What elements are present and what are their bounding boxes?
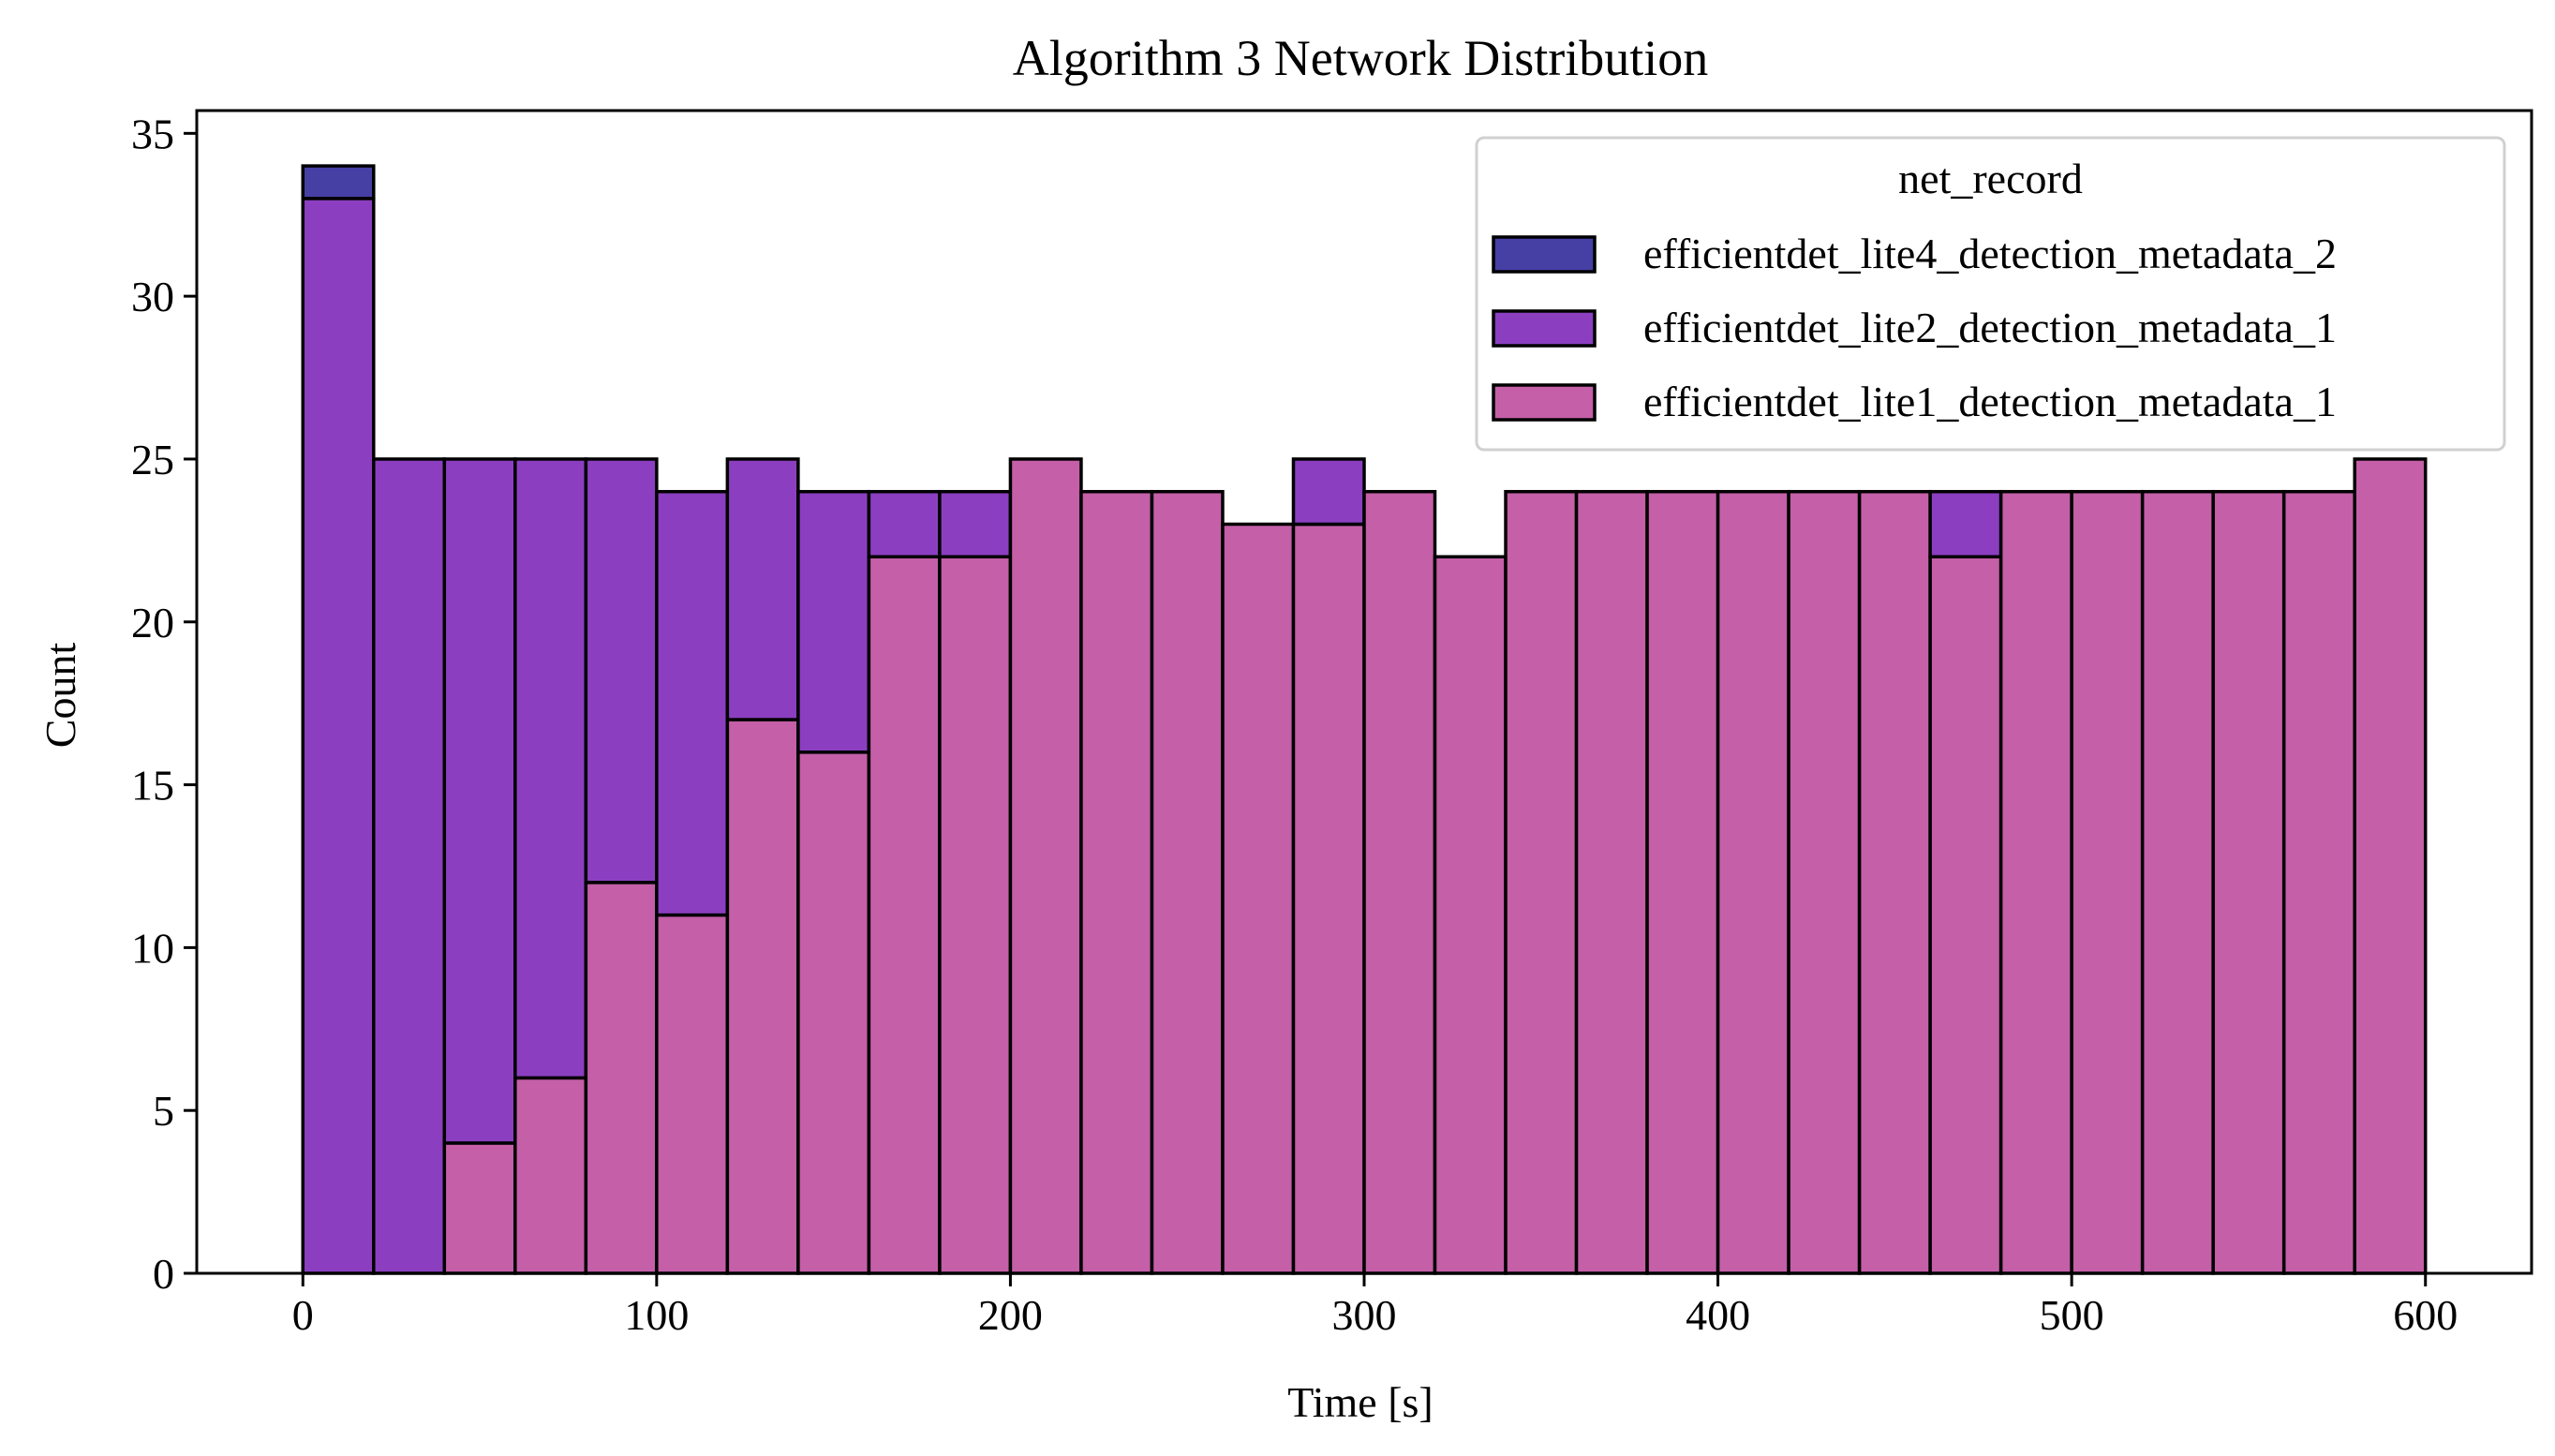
histogram-bar <box>796 489 871 754</box>
histogram-bar <box>1008 457 1083 1275</box>
legend-title: net_record <box>1898 155 2083 202</box>
histogram-bar <box>301 197 376 1275</box>
legend-label: efficientdet_lite4_detection_metadata_2 <box>1643 230 2337 277</box>
histogram-bar <box>2140 489 2215 1275</box>
y-tick-label: 30 <box>131 273 174 320</box>
histogram-bar <box>442 457 517 1145</box>
x-tick-label: 200 <box>978 1291 1043 1339</box>
histogram-bar <box>1857 489 1932 1275</box>
histogram-bar <box>1716 489 1790 1275</box>
chart-title: Algorithm 3 Network Distribution <box>1013 30 1708 86</box>
histogram-bar <box>1433 555 1508 1275</box>
histogram-bar <box>1291 522 1366 1275</box>
y-axis-label: Count <box>37 643 84 749</box>
histogram-bar <box>1928 555 2003 1275</box>
histogram-bar <box>442 1141 517 1275</box>
x-tick-label: 0 <box>292 1291 314 1339</box>
bars-layer <box>301 164 2428 1275</box>
histogram-bar <box>1928 489 2003 558</box>
x-tick-label: 600 <box>2393 1291 2458 1339</box>
x-tick-label: 400 <box>1686 1291 1750 1339</box>
histogram-bar <box>584 881 659 1275</box>
histogram-bar <box>1150 489 1225 1275</box>
x-axis-label: Time [s] <box>1287 1378 1433 1426</box>
y-tick-label: 25 <box>131 436 174 483</box>
histogram-bar <box>1362 489 1437 1275</box>
histogram-bar <box>1291 457 1366 527</box>
histogram-bar <box>796 750 871 1275</box>
histogram-bar <box>1998 489 2073 1275</box>
histogram-bar <box>725 718 800 1275</box>
histogram-bar <box>867 555 942 1275</box>
histogram-bar <box>655 489 730 917</box>
histogram-bar <box>301 164 376 201</box>
x-tick-label: 300 <box>1332 1291 1397 1339</box>
axes-layer: 0 100 200 300 400 500 600 0 5 10 15 20 25 30 35 <box>131 109 2533 1339</box>
histogram-bar <box>938 555 1013 1275</box>
histogram-bar <box>2281 489 2356 1275</box>
histogram-bar <box>938 489 1013 558</box>
histogram-bar <box>2353 457 2428 1275</box>
legend: net_record efficientdet_lite4_detection_m… <box>1475 136 2506 452</box>
y-tick-label: 5 <box>153 1087 174 1135</box>
histogram-bar <box>1221 522 1296 1275</box>
histogram-bar <box>655 913 730 1275</box>
histogram-bar <box>1504 489 1579 1275</box>
legend-swatch <box>1492 309 1597 348</box>
histogram-bar <box>725 457 800 721</box>
y-tick-label: 0 <box>153 1250 174 1298</box>
y-tick-label: 10 <box>131 924 174 972</box>
legend-swatch <box>1492 235 1597 274</box>
histogram-bar <box>1787 489 1862 1275</box>
legend-label: efficientdet_lite2_detection_metadata_1 <box>1643 304 2337 351</box>
histogram-bar <box>372 457 447 1275</box>
histogram-bar <box>584 457 659 884</box>
y-tick-label: 15 <box>131 762 174 810</box>
x-tick-label: 500 <box>2040 1291 2104 1339</box>
legend-box <box>1475 136 2506 452</box>
histogram-bar <box>2211 489 2286 1275</box>
histogram-bar <box>1574 489 1649 1275</box>
x-tick-label: 100 <box>624 1291 689 1339</box>
histogram-bar <box>1079 489 1154 1275</box>
histogram-bar <box>1645 489 1720 1275</box>
histogram-bar <box>2070 489 2145 1275</box>
legend-label: efficientdet_lite1_detection_metadata_1 <box>1643 378 2337 425</box>
legend-swatch <box>1492 383 1597 422</box>
y-tick-label: 35 <box>131 110 174 157</box>
histogram-bar <box>513 457 588 1080</box>
histogram-bar <box>867 489 942 558</box>
y-tick-label: 20 <box>131 599 174 646</box>
histogram-bar <box>513 1076 588 1275</box>
